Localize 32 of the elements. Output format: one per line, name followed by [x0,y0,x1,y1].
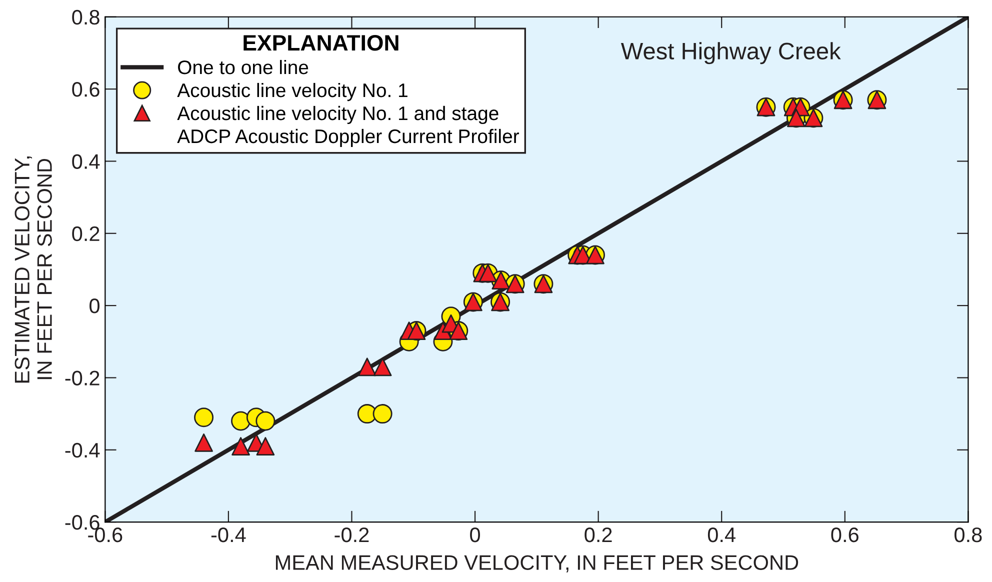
text: West Highway Creek [620,42,841,64]
y-tick-label: 0 [90,298,100,314]
x-tick-label: -0.4 [211,527,246,542]
y-tick-label: -0.4 [65,442,100,458]
point [372,404,392,424]
x-axis-title: MEAN MEASURED VELOCITY, IN FEET PER SECOND [276,555,798,572]
x-tick-label: 0.6 [831,527,858,542]
point [358,358,376,376]
point [256,437,275,456]
point [232,437,250,456]
x-tick-label: 0.2 [584,527,612,542]
y-tick-label: -0.2 [65,370,100,386]
point [231,411,251,431]
y-tick-label: 0.4 [72,154,100,169]
point [194,433,213,452]
y-tick-label: 0.2 [72,226,100,242]
x-tick-label: -0.2 [334,527,369,542]
y-tick-label: 0.8 [72,10,100,25]
x-tick-label: 0 [470,527,480,542]
y-tick-label: 0.6 [72,82,100,97]
x-tick-label: -0.6 [88,527,122,542]
y-tick-label: -0.6 [65,515,100,530]
legend-label: One to one line [178,60,308,74]
legend-label: Acoustic line velocity No. 1 and stage [177,106,498,124]
x-tick-label: 0.8 [954,527,982,542]
x-tick-label: 0.4 [708,527,736,542]
point [256,411,276,431]
point [194,408,214,428]
legend-label: Acoustic line velocity No. 1 [177,82,408,102]
y-axis-title: ESTIMATED VELOCITY, IN FEET PER SECOND [14,156,52,383]
legend-title: EXPLANATION [244,34,398,51]
annotation: ADCP Acoustic Doppler Current Profiler [177,128,520,148]
